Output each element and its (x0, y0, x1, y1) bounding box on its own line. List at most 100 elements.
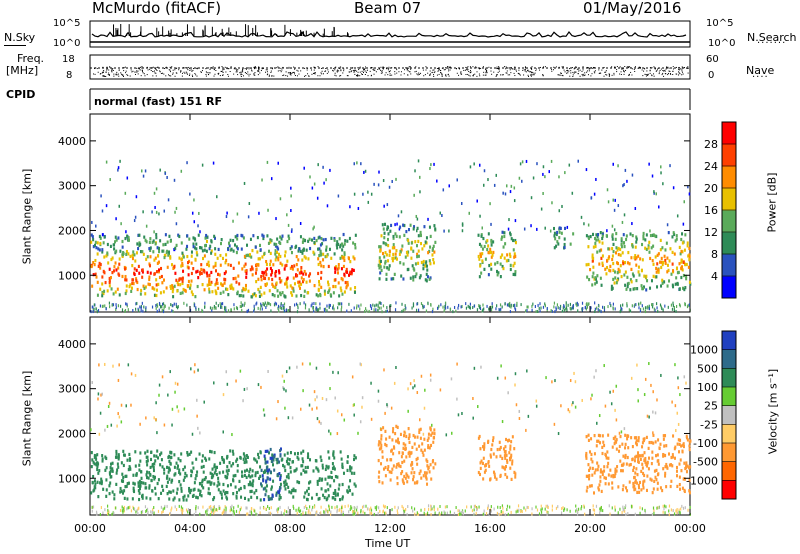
freq-dot (338, 70, 340, 72)
echo-cell (101, 459, 104, 463)
noise-cell (268, 302, 270, 306)
freq-dot (142, 72, 144, 74)
echo-cell (400, 274, 403, 278)
echo-cell (255, 280, 258, 284)
echo-cell (201, 459, 204, 463)
echo-cell (487, 250, 490, 255)
echo-cell (328, 247, 331, 251)
echo-cell (333, 252, 336, 256)
echo-cell (173, 284, 176, 288)
sparse-cell (118, 204, 121, 208)
echo-cell (410, 246, 413, 250)
noise-cell (136, 301, 138, 305)
echo-cell (208, 264, 211, 268)
echo-cell (192, 236, 195, 240)
sparse-cell (519, 162, 522, 166)
freq-dot (258, 68, 260, 70)
echo-cell (398, 235, 401, 239)
sparse-cell (648, 162, 650, 166)
sparse-cell (660, 171, 662, 175)
echo-cell (623, 244, 626, 249)
echo-cell (149, 237, 152, 241)
freq-dot (553, 69, 555, 71)
sparse-cell (225, 370, 228, 374)
echo-cell (378, 480, 381, 484)
echo-cell (243, 254, 246, 259)
sparse-cell (153, 416, 155, 420)
freq-dot (498, 68, 500, 70)
freq-dot (662, 72, 664, 74)
sparse-cell (480, 365, 482, 369)
echo-cell (137, 481, 140, 485)
freq-dot (468, 74, 470, 76)
echo-cell (202, 470, 205, 474)
echo-cell (153, 462, 156, 466)
echo-cell (348, 236, 351, 241)
echo-cell (97, 462, 100, 466)
echo-cell (655, 270, 658, 274)
echo-cell (236, 469, 239, 473)
freq-dot (243, 75, 245, 77)
echo-cell (176, 466, 179, 470)
noise-cell (622, 505, 624, 509)
echo-cell (342, 264, 345, 269)
freq-dot (513, 72, 515, 74)
freq-dot (616, 71, 618, 73)
echo-cell (245, 271, 248, 276)
echo-cell (312, 469, 315, 473)
echo-cell (108, 267, 111, 271)
echo-cell (513, 447, 516, 451)
noise-cell (586, 302, 588, 306)
echo-cell (304, 491, 307, 495)
freq-dot (496, 74, 498, 76)
noise-cell (121, 509, 123, 513)
echo-cell (121, 239, 124, 244)
sparse-cell (299, 221, 302, 225)
freq-dot (191, 74, 193, 76)
echo-cell (514, 475, 517, 479)
freq-dot (163, 73, 165, 75)
sparse-cell (413, 379, 415, 383)
noise-cell (102, 511, 104, 515)
freq-dot (653, 66, 655, 68)
freq-dot (106, 66, 108, 68)
noise-cell (461, 304, 463, 308)
echo-cell (135, 473, 138, 477)
sparse-cell (448, 229, 450, 233)
echo-cell (397, 441, 400, 445)
noise-cell (430, 505, 432, 509)
echo-cell (156, 481, 159, 486)
echo-cell (611, 257, 614, 262)
echo-cell (107, 261, 110, 265)
sparse-cell (612, 389, 615, 393)
noise-cell (164, 304, 166, 308)
echo-cell (423, 448, 426, 452)
echo-cell (487, 273, 490, 277)
sparse-cell (613, 228, 616, 232)
noise-cell (483, 509, 485, 513)
freq-dot (483, 71, 485, 73)
echo-cell (104, 468, 107, 472)
freq-dot (667, 66, 669, 68)
noise-cell (279, 305, 281, 309)
noise-cell (268, 511, 270, 515)
freq-dot (527, 74, 529, 76)
echo-cell (223, 281, 226, 285)
freq-dot (589, 68, 591, 70)
freq-dot (389, 73, 391, 75)
echo-cell (133, 482, 136, 486)
noise-cell (215, 507, 217, 511)
noise-cell (663, 504, 666, 508)
echo-cell (225, 258, 228, 263)
freq-dot (138, 68, 140, 70)
echo-cell (187, 284, 190, 288)
echo-cell (200, 494, 203, 498)
echo-cell (180, 486, 183, 491)
echo-cell (668, 259, 671, 263)
echo-cell (250, 255, 253, 259)
freq-dot (418, 72, 420, 74)
sparse-cell (246, 387, 248, 391)
freq-dot (218, 72, 220, 74)
freq-dot (598, 69, 600, 71)
freq-dot (276, 67, 278, 69)
